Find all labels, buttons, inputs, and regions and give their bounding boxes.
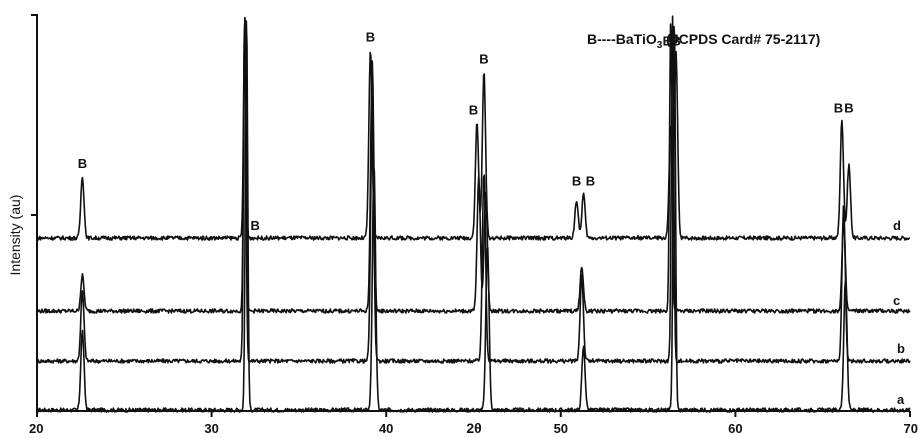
xrd-trace-d — [36, 17, 911, 241]
peak-label: B — [572, 174, 581, 189]
x-axis-label: 2θ — [466, 420, 481, 436]
xrd-trace-b — [36, 15, 911, 364]
legend-note-suffix: (JCPDS Card# 75-2117) — [662, 31, 820, 47]
xrd-trace-c — [36, 16, 911, 314]
x-tick-label: 70 — [904, 421, 918, 436]
trace-labels: a b c d — [893, 218, 905, 407]
peak-label: B — [251, 218, 260, 233]
trace-label-b: b — [897, 341, 905, 356]
peak-label: B — [671, 34, 680, 49]
x-tick-label: 50 — [554, 421, 568, 436]
xrd-trace-a — [36, 20, 911, 413]
peak-label: B — [844, 100, 853, 115]
trace-label-c: c — [893, 293, 900, 308]
trace-label-d: d — [893, 218, 901, 233]
peak-label: B — [78, 156, 87, 171]
legend-note-subscript: 3 — [657, 40, 663, 51]
trace-label-a: a — [897, 392, 905, 407]
x-tick-label: 20 — [29, 421, 43, 436]
peak-label: B — [834, 100, 843, 115]
peak-label: B — [366, 29, 375, 44]
y-axis-label: Intensity (au) — [7, 195, 23, 276]
peak-label: B — [469, 103, 478, 118]
legend-note: B----BaTiO3 (JCPDS Card# 75-2117) — [587, 31, 820, 51]
x-tick-label: 40 — [379, 421, 393, 436]
x-ticks: 20 30 40 50 60 70 — [29, 411, 918, 436]
peak-label: B — [479, 52, 488, 67]
peak-label: B — [663, 34, 672, 49]
peak-label: B — [586, 174, 595, 189]
legend-note-prefix: B----BaTiO — [587, 31, 657, 47]
x-tick-label: 60 — [728, 421, 742, 436]
x-tick-label: 30 — [204, 421, 218, 436]
xrd-traces — [36, 15, 911, 413]
